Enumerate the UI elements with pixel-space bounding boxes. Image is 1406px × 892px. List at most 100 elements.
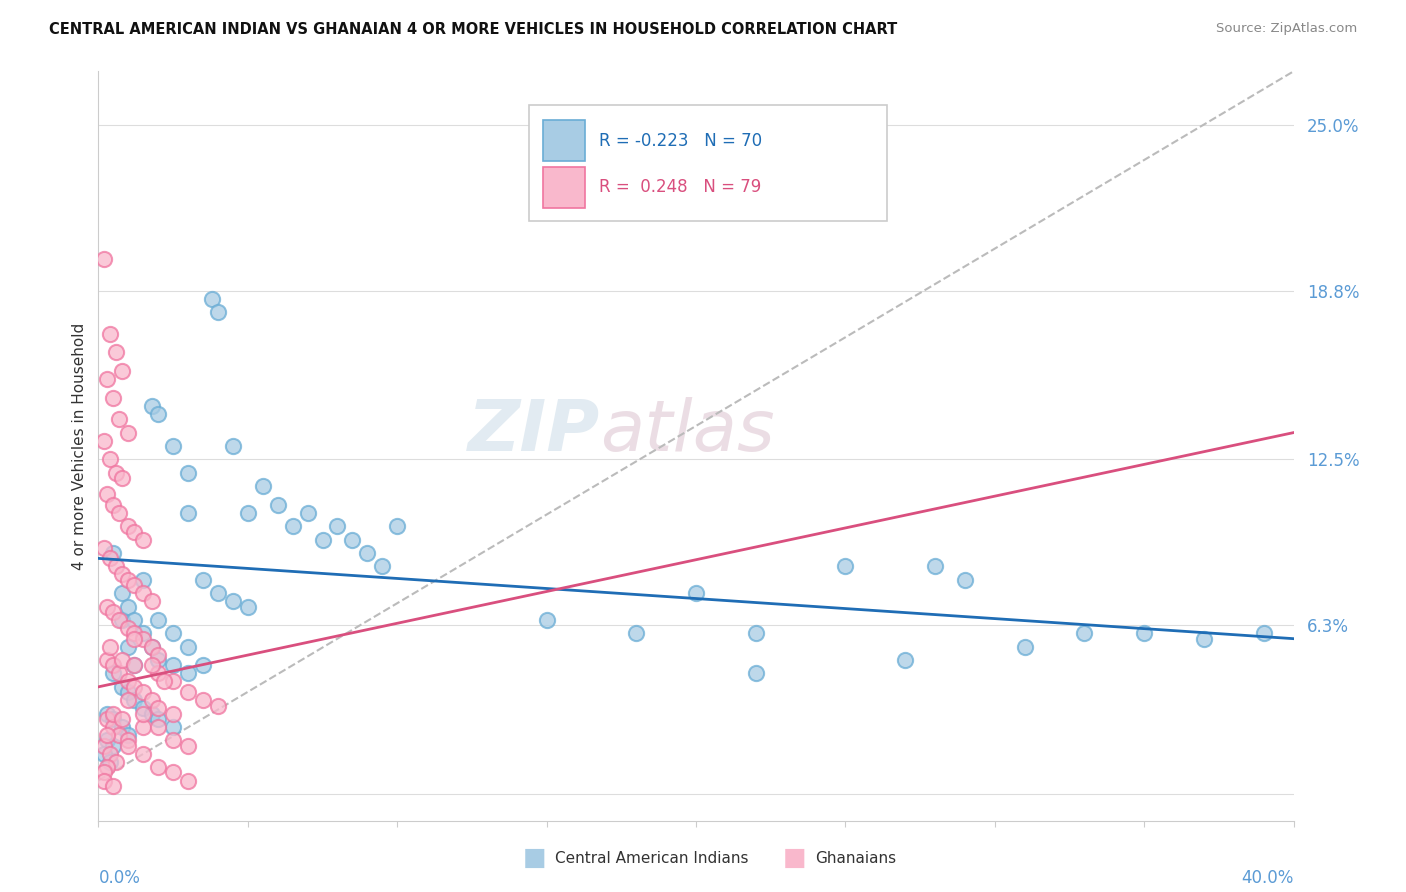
Point xyxy=(111,712,134,726)
Point xyxy=(132,747,155,761)
Point xyxy=(148,701,170,715)
Point xyxy=(111,720,134,734)
Point xyxy=(117,739,139,753)
Point xyxy=(124,626,146,640)
Point xyxy=(117,733,139,747)
FancyBboxPatch shape xyxy=(529,105,887,221)
Point xyxy=(105,755,128,769)
Point xyxy=(124,632,146,646)
Point xyxy=(148,666,170,681)
Point xyxy=(207,305,229,319)
Point xyxy=(108,506,131,520)
Point xyxy=(93,252,115,266)
Point xyxy=(207,586,229,600)
Point xyxy=(191,693,214,707)
Point xyxy=(103,605,125,619)
Point xyxy=(141,594,163,608)
Point xyxy=(162,733,184,747)
Point xyxy=(236,506,259,520)
Point xyxy=(162,706,184,721)
Point xyxy=(385,519,409,533)
Point xyxy=(148,720,170,734)
Point xyxy=(1192,632,1215,646)
Point xyxy=(177,666,200,681)
Point xyxy=(148,760,170,774)
Point xyxy=(141,658,163,673)
Point xyxy=(124,658,146,673)
Point xyxy=(93,434,115,448)
Point xyxy=(96,712,118,726)
Text: 0.0%: 0.0% xyxy=(98,869,141,887)
Point xyxy=(153,674,176,689)
Point xyxy=(103,546,125,560)
Text: ■: ■ xyxy=(523,847,546,870)
Point xyxy=(162,439,184,453)
Point xyxy=(117,425,139,440)
Point xyxy=(222,439,245,453)
Point xyxy=(132,632,155,646)
Text: R =  0.248   N = 79: R = 0.248 N = 79 xyxy=(599,178,762,196)
Text: atlas: atlas xyxy=(600,397,775,466)
Point xyxy=(105,466,128,480)
Point xyxy=(162,674,184,689)
Point xyxy=(356,546,378,560)
Point xyxy=(96,733,118,747)
Point xyxy=(834,559,856,574)
Point xyxy=(103,658,125,673)
Point xyxy=(281,519,304,533)
Point xyxy=(117,640,139,654)
Point xyxy=(98,755,122,769)
Point xyxy=(162,626,184,640)
Point xyxy=(162,765,184,780)
Point xyxy=(117,519,139,533)
Text: ZIP: ZIP xyxy=(468,397,600,466)
Point xyxy=(103,666,125,681)
Point xyxy=(93,739,115,753)
Point xyxy=(111,613,134,627)
Point xyxy=(93,765,115,780)
Point xyxy=(177,685,200,699)
Point xyxy=(117,674,139,689)
Point xyxy=(685,586,707,600)
Text: Ghanaians: Ghanaians xyxy=(815,851,897,865)
Point xyxy=(148,407,170,421)
Y-axis label: 4 or more Vehicles in Household: 4 or more Vehicles in Household xyxy=(72,322,87,570)
Point xyxy=(117,685,139,699)
Point xyxy=(103,779,125,793)
Point xyxy=(117,599,139,614)
Point xyxy=(222,594,245,608)
Point xyxy=(108,666,131,681)
Point xyxy=(148,712,170,726)
Point xyxy=(132,573,155,587)
Point xyxy=(98,326,122,341)
Point xyxy=(96,706,118,721)
Point xyxy=(953,573,976,587)
Point xyxy=(103,706,125,721)
Point xyxy=(201,292,224,306)
Point xyxy=(132,701,155,715)
Point xyxy=(117,693,139,707)
Point xyxy=(117,621,139,635)
Point xyxy=(108,728,131,742)
Point xyxy=(1133,626,1156,640)
Point xyxy=(124,524,146,539)
Point xyxy=(1014,640,1036,654)
Point xyxy=(141,399,163,413)
Point xyxy=(124,693,146,707)
Text: R = -0.223   N = 70: R = -0.223 N = 70 xyxy=(599,132,762,150)
Point xyxy=(132,720,155,734)
Point xyxy=(111,680,134,694)
Point xyxy=(98,551,122,566)
Point xyxy=(111,471,134,485)
Point xyxy=(98,640,122,654)
Point xyxy=(141,640,163,654)
Point xyxy=(148,648,170,662)
Point xyxy=(108,412,131,426)
Point xyxy=(894,653,917,667)
Point xyxy=(124,658,146,673)
Point xyxy=(1253,626,1275,640)
Point xyxy=(111,586,134,600)
Point xyxy=(191,658,214,673)
Point xyxy=(177,773,200,788)
Text: Central American Indians: Central American Indians xyxy=(555,851,749,865)
